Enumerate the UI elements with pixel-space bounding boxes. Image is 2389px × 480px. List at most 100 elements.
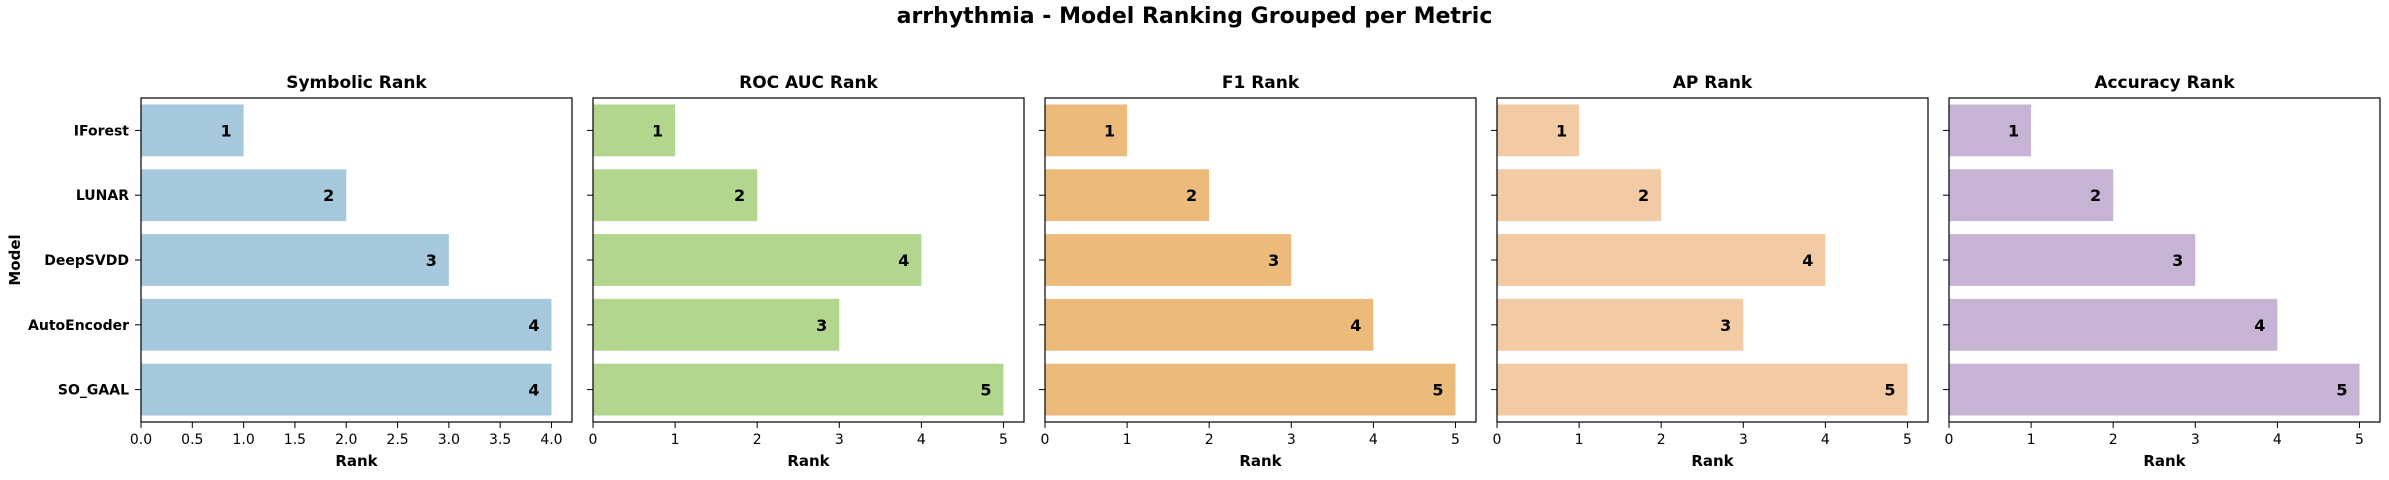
x-tick-label: 2 [753, 432, 762, 448]
bar-autoencoder [1949, 298, 2278, 351]
x-axis-label: Rank [1691, 452, 1734, 470]
x-tick-label: 1.0 [232, 432, 254, 448]
x-tick-label: 3 [2191, 432, 2200, 448]
bar-deepsvdd [1949, 234, 2196, 286]
bar-lunar [141, 169, 347, 222]
category-label: SO_GAAL [58, 383, 129, 399]
category-label: IForest [74, 123, 130, 139]
bar-value-label: 5 [1884, 381, 1895, 400]
x-tick-label: 3 [1287, 432, 1296, 448]
bar-value-label: 1 [2008, 121, 2019, 140]
x-tick-label: 5 [1451, 432, 1460, 448]
bar-value-label: 4 [1350, 316, 1361, 335]
x-axis-label: Rank [1239, 452, 1282, 470]
x-tick-label: 3.0 [438, 432, 460, 448]
bar-value-label: 4 [898, 251, 909, 270]
x-axis-label: Rank [335, 452, 378, 470]
bar-value-label: 4 [1802, 251, 1813, 270]
x-tick-label: 1 [671, 432, 680, 448]
panel-title: Symbolic Rank [286, 73, 427, 93]
x-tick-label: 3 [1739, 432, 1748, 448]
bar-value-label: 2 [323, 186, 334, 205]
bar-value-label: 2 [2090, 186, 2101, 205]
panel-title: F1 Rank [1222, 73, 1300, 93]
bar-lunar [1045, 169, 1210, 222]
bar-value-label: 2 [1638, 186, 1649, 205]
bar-so-gaal [1045, 363, 1456, 416]
bar-value-label: 3 [1720, 316, 1731, 335]
bar-value-label: 4 [528, 316, 539, 335]
panel-title: Accuracy Rank [2094, 73, 2235, 93]
bar-value-label: 5 [2336, 381, 2347, 400]
x-axis-label: Rank [2143, 452, 2186, 470]
x-tick-label: 4.0 [540, 432, 562, 448]
x-tick-label: 0 [1493, 432, 1502, 448]
bar-autoencoder [141, 298, 552, 351]
bar-value-label: 3 [1268, 251, 1279, 270]
x-tick-label: 4 [2273, 432, 2282, 448]
bar-so-gaal [1497, 363, 1908, 416]
x-tick-label: 2 [1205, 432, 1214, 448]
panel-title: ROC AUC Rank [739, 73, 878, 93]
y-axis-label: Model [6, 234, 24, 285]
x-tick-label: 1 [2027, 432, 2036, 448]
x-tick-label: 1 [1123, 432, 1132, 448]
bar-value-label: 5 [980, 381, 991, 400]
category-label: DeepSVDD [44, 253, 129, 269]
x-tick-label: 1 [1575, 432, 1584, 448]
bar-iforest [1949, 104, 2032, 157]
bar-deepsvdd [1497, 234, 1826, 286]
bar-so-gaal [593, 363, 1004, 416]
x-tick-label: 5 [1903, 432, 1912, 448]
bar-value-label: 2 [734, 186, 745, 205]
x-tick-label: 0.5 [181, 432, 203, 448]
bar-deepsvdd [593, 234, 922, 286]
bar-so-gaal [1949, 363, 2360, 416]
category-label: LUNAR [76, 188, 129, 204]
x-tick-label: 2 [2109, 432, 2118, 448]
bar-value-label: 1 [220, 121, 231, 140]
bar-iforest [1497, 104, 1580, 157]
figure-title: arrhythmia - Model Ranking Grouped per M… [896, 4, 1493, 29]
x-tick-label: 2.5 [386, 432, 408, 448]
x-axis-label: Rank [787, 452, 830, 470]
bar-value-label: 3 [426, 251, 437, 270]
x-tick-label: 0 [1041, 432, 1050, 448]
bar-value-label: 4 [2254, 316, 2265, 335]
bar-deepsvdd [141, 234, 449, 286]
bar-value-label: 1 [1556, 121, 1567, 140]
x-tick-label: 2 [1657, 432, 1666, 448]
bar-iforest [141, 104, 244, 157]
x-tick-label: 0 [1945, 432, 1954, 448]
x-tick-label: 5 [999, 432, 1008, 448]
x-tick-label: 3.5 [489, 432, 511, 448]
bar-autoencoder [1045, 298, 1374, 351]
bar-value-label: 3 [816, 316, 827, 335]
bar-value-label: 4 [528, 381, 539, 400]
category-label: AutoEncoder [28, 318, 129, 334]
bar-iforest [593, 104, 676, 157]
bar-value-label: 3 [2172, 251, 2183, 270]
bar-value-label: 2 [1186, 186, 1197, 205]
x-tick-label: 4 [1821, 432, 1830, 448]
bar-value-label: 5 [1432, 381, 1443, 400]
bar-lunar [1497, 169, 1662, 222]
bar-iforest [1045, 104, 1128, 157]
bar-lunar [593, 169, 758, 222]
x-tick-label: 1.5 [284, 432, 306, 448]
x-tick-label: 3 [835, 432, 844, 448]
panel-title: AP Rank [1673, 73, 1753, 93]
x-tick-label: 5 [2355, 432, 2364, 448]
x-tick-label: 2.0 [335, 432, 357, 448]
bar-value-label: 1 [652, 121, 663, 140]
bar-lunar [1949, 169, 2114, 222]
bar-so-gaal [141, 363, 552, 416]
bar-value-label: 1 [1104, 121, 1115, 140]
bar-deepsvdd [1045, 234, 1292, 286]
x-tick-label: 0.0 [130, 432, 152, 448]
x-tick-label: 0 [589, 432, 598, 448]
x-tick-label: 4 [917, 432, 926, 448]
x-tick-label: 4 [1369, 432, 1378, 448]
